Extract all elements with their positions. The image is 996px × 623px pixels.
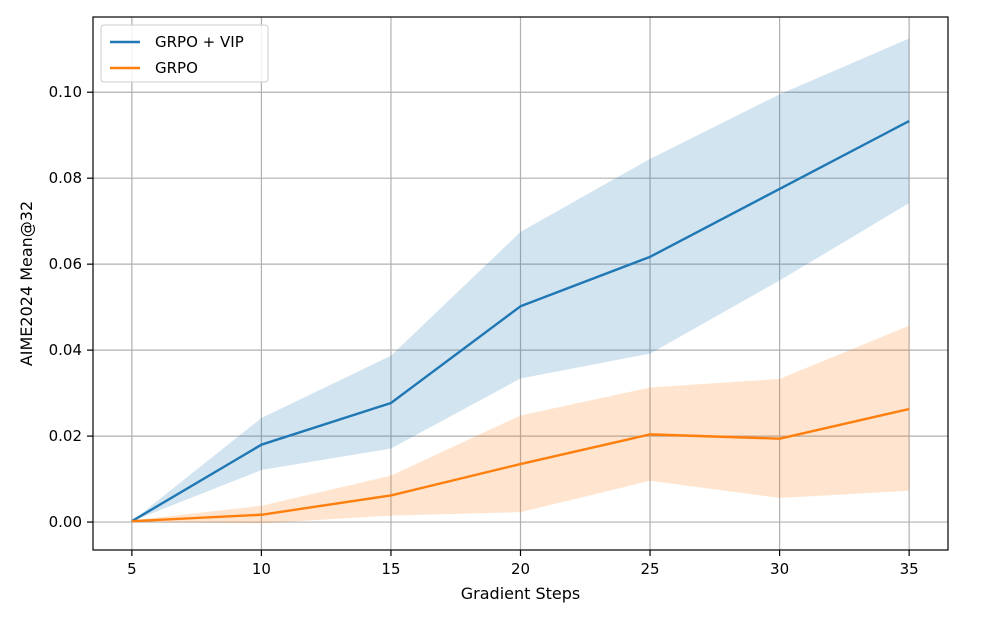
y-tick-label-2: 0.04 xyxy=(49,341,82,359)
x-axis-ticks: 5 10 15 20 25 30 35 xyxy=(127,550,919,578)
y-tick-label-1: 0.02 xyxy=(49,427,82,445)
confidence-bands xyxy=(131,38,910,524)
series-lines xyxy=(131,119,910,523)
x-tick-label-6: 35 xyxy=(900,560,919,578)
legend-label-0: GRPO + VIP xyxy=(155,33,244,51)
x-tick-label-4: 25 xyxy=(640,560,659,578)
grid-lines xyxy=(93,17,948,550)
y-tick-label-0: 0.00 xyxy=(49,513,82,531)
legend-box xyxy=(100,24,269,83)
y-tick-label-4: 0.08 xyxy=(49,169,82,187)
x-tick-label-0: 5 xyxy=(127,560,137,578)
x-axis-label: Gradient Steps xyxy=(461,584,581,603)
y-tick-label-3: 0.06 xyxy=(49,255,82,273)
legend-label-1: GRPO xyxy=(155,59,198,77)
y-tick-label-5: 0.10 xyxy=(49,83,82,101)
y-axis-ticks: 0.00 0.02 0.04 0.06 0.08 0.10 xyxy=(49,83,93,531)
legend: GRPO + VIP GRPO xyxy=(100,24,269,83)
x-tick-label-2: 15 xyxy=(381,560,400,578)
band-series-0 xyxy=(131,38,910,522)
x-tick-label-3: 20 xyxy=(511,560,530,578)
band-series-1 xyxy=(131,325,910,524)
x-tick-label-5: 30 xyxy=(770,560,789,578)
x-tick-label-1: 10 xyxy=(252,560,271,578)
y-axis-label: AIME2024 Mean@32 xyxy=(17,201,36,366)
